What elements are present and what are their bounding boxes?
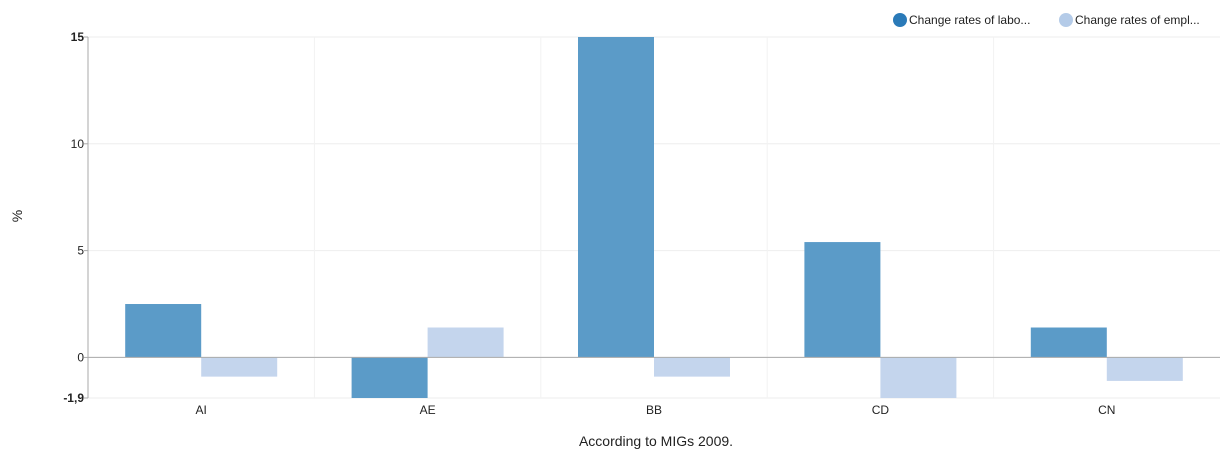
x-axis-title: According to MIGs 2009. <box>579 433 733 449</box>
bar-bb-series-2[interactable] <box>654 357 730 377</box>
legend-label: Change rates of empl... <box>1075 13 1200 27</box>
y-axis-title: % <box>9 210 25 222</box>
x-tick-label-cd: CD <box>872 403 890 417</box>
y-tick-labels: 15 10 5 0 -1,9 <box>63 30 84 405</box>
bar-cn-series-1[interactable] <box>1030 327 1107 358</box>
legend-item-2[interactable]: Change rates of empl... <box>1059 13 1200 27</box>
bar-ae-series-2[interactable] <box>427 327 504 358</box>
y-tick-label: 15 <box>71 30 85 44</box>
y-tick-label: 5 <box>77 244 84 258</box>
legend-marker <box>893 13 907 27</box>
x-tick-label-cn: CN <box>1098 403 1115 417</box>
x-tick-label-ai: AI <box>196 403 207 417</box>
bar-ai-series-1[interactable] <box>125 304 202 358</box>
bar-ae-series-1[interactable] <box>351 357 428 398</box>
bars <box>125 37 1183 398</box>
x-tick-label-bb: BB <box>646 403 662 417</box>
bar-cd-series-1[interactable] <box>804 242 881 358</box>
y-tick-label: -1,9 <box>63 391 84 405</box>
bar-bb-series-1[interactable] <box>578 37 654 358</box>
legend-label: Change rates of labo... <box>909 13 1030 27</box>
legend-marker <box>1059 13 1073 27</box>
y-tick-label: 10 <box>71 137 85 151</box>
bar-cd-series-2[interactable] <box>880 357 957 398</box>
x-tick-label-ae: AE <box>420 403 436 417</box>
bar-ai-series-2[interactable] <box>201 357 278 377</box>
legend-item-1[interactable]: Change rates of labo... <box>893 13 1030 27</box>
y-tick-label: 0 <box>77 350 84 364</box>
bar-cn-series-2[interactable] <box>1106 357 1183 381</box>
x-tick-labels: AI AE BB CD CN <box>196 403 1116 417</box>
legend: Change rates of labo... Change rates of e… <box>893 13 1200 27</box>
axes <box>84 36 1220 399</box>
